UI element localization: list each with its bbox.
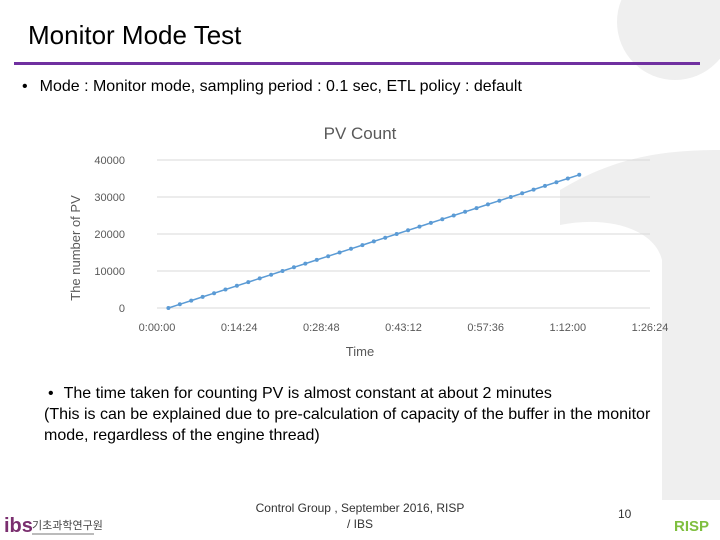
- x-tick-label: 0:14:24: [221, 322, 258, 334]
- data-point: [257, 276, 262, 281]
- x-tick-label: 0:43:12: [385, 322, 422, 334]
- y-tick-label: 40000: [94, 155, 125, 167]
- data-point: [451, 213, 456, 218]
- data-point: [269, 272, 274, 277]
- note-bullet-item: • The time taken for counting PV is almos…: [44, 383, 684, 446]
- decor-circle: [617, 0, 720, 80]
- data-point: [383, 235, 388, 240]
- data-point: [508, 195, 513, 199]
- risp-logo-mark: RISP: [674, 518, 709, 535]
- data-point: [417, 224, 422, 229]
- bullet-glyph: •: [22, 78, 28, 95]
- data-point: [189, 298, 194, 303]
- data-point: [291, 265, 296, 270]
- footer-line-1: Control Group , September 2016, RISP: [255, 501, 465, 515]
- data-point: [326, 254, 331, 259]
- y-tick-label: 30000: [94, 192, 125, 204]
- y-tick-label: 10000: [94, 266, 125, 278]
- x-tick-label: 0:57:36: [467, 322, 504, 334]
- ibs-logo-mark: ibs: [4, 515, 33, 537]
- x-tick-label: 1:26:24: [632, 322, 669, 334]
- note-line-2: (This is can be explained due to pre-cal…: [44, 406, 651, 444]
- x-tick-label: 0:00:00: [139, 322, 176, 334]
- pv-count-chart: PV Count 0 10000 20000 30000 40000 0:00:00 0:14…: [68, 124, 669, 359]
- data-point: [463, 209, 468, 214]
- y-tick-label: 20000: [94, 229, 125, 241]
- ibs-logo-subline: [32, 533, 94, 535]
- slide-title: Monitor Mode Test: [28, 20, 242, 50]
- data-point: [497, 198, 502, 203]
- ibs-logo: ibs 기초과학연구원: [4, 515, 103, 537]
- decor-wave: [560, 150, 720, 500]
- data-point: [280, 269, 285, 273]
- mode-text: Mode : Monitor mode, sampling period : 0…: [39, 78, 522, 95]
- data-point: [360, 243, 365, 248]
- data-point: [577, 172, 582, 177]
- data-point: [520, 191, 525, 196]
- page-number: 10: [618, 507, 632, 521]
- data-point: [212, 291, 217, 296]
- data-point: [554, 180, 559, 185]
- data-point: [371, 239, 376, 244]
- data-point: [234, 283, 239, 288]
- data-point: [349, 246, 354, 251]
- data-point: [223, 287, 228, 292]
- data-point: [314, 257, 319, 262]
- data-point: [166, 306, 171, 310]
- data-point: [246, 280, 251, 285]
- data-point: [440, 217, 445, 222]
- data-point: [303, 261, 308, 266]
- title-rule: [14, 62, 700, 65]
- data-point: [565, 176, 570, 181]
- note-bullet-glyph: •: [48, 385, 54, 402]
- note-line-1: The time taken for counting PV is almost…: [63, 385, 552, 402]
- chart-title: PV Count: [324, 124, 397, 143]
- data-point: [337, 250, 342, 255]
- mode-bullet-item: • Mode : Monitor mode, sampling period : …: [22, 78, 522, 96]
- footer-text: Control Group , September 2016, RISP / I…: [250, 500, 470, 532]
- data-point: [200, 294, 205, 299]
- x-axis-label: Time: [346, 344, 374, 359]
- footer-line-2: / IBS: [346, 517, 373, 531]
- data-point: [406, 228, 411, 233]
- y-tick-label: 0: [119, 303, 125, 315]
- risp-logo: RISP: [674, 518, 709, 535]
- data-point: [531, 187, 536, 192]
- data-point: [474, 206, 479, 211]
- data-point: [485, 202, 490, 207]
- y-axis-label: The number of PV: [68, 195, 83, 301]
- data-point: [394, 232, 399, 236]
- x-tick-label: 1:12:00: [549, 322, 586, 334]
- data-point: [543, 183, 548, 188]
- x-tick-label: 0:28:48: [303, 322, 340, 334]
- data-point: [428, 220, 433, 225]
- ibs-logo-korean: 기초과학연구원: [32, 519, 103, 532]
- data-point: [177, 302, 182, 307]
